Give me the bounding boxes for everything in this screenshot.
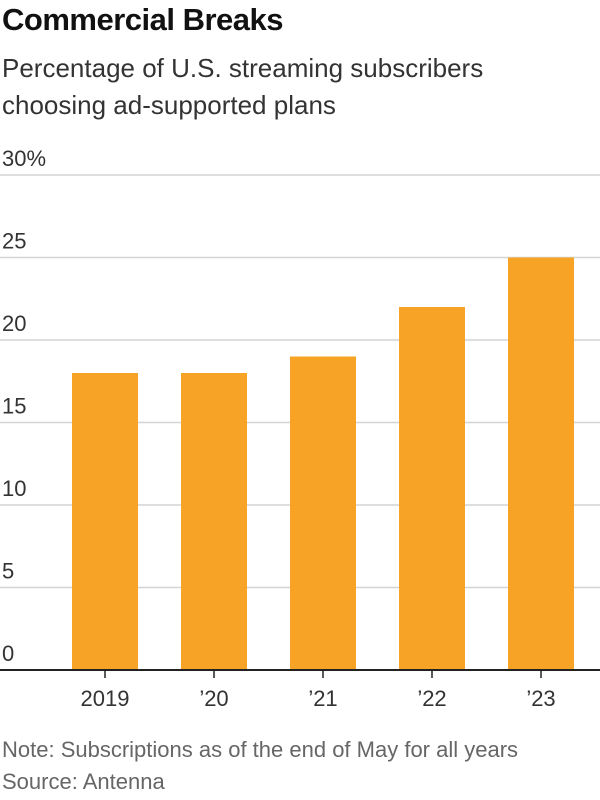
y-tick-label: 5 <box>2 559 14 584</box>
axis-layer: 0 5 10 15 20 25 30% 2019 ’20 ’21 ’22 ’23 <box>0 146 600 711</box>
chart-title: Commercial Breaks <box>2 2 284 37</box>
note-text: Note: Subscriptions as of the end of May… <box>2 737 519 762</box>
source-text: Source: Antenna <box>2 769 165 794</box>
y-tick-label: 15 <box>2 394 26 419</box>
chart-subtitle: Percentage of U.S. streaming subscribers… <box>2 53 484 120</box>
bar <box>181 373 247 670</box>
x-tick-label: ’20 <box>199 686 228 711</box>
x-tick-label: ’21 <box>308 686 337 711</box>
y-tick-label: 0 <box>2 641 14 666</box>
bars-layer <box>72 257 574 670</box>
y-tick-label: 10 <box>2 476 26 501</box>
x-tick-label: 2019 <box>81 686 130 711</box>
bar-chart: 0 5 10 15 20 25 30% 2019 ’20 ’21 ’22 ’23 <box>0 146 600 711</box>
bar <box>72 373 138 670</box>
y-tick-label: 20 <box>2 311 26 336</box>
x-tick-label: ’23 <box>526 686 555 711</box>
chart-footnote: Note: Subscriptions as of the end of May… <box>2 734 518 798</box>
bar <box>399 307 465 670</box>
x-tick-label: ’22 <box>417 686 446 711</box>
y-tick-label: 30% <box>2 146 46 171</box>
y-tick-label: 25 <box>2 229 26 254</box>
bar <box>290 356 356 670</box>
bar <box>508 257 574 670</box>
